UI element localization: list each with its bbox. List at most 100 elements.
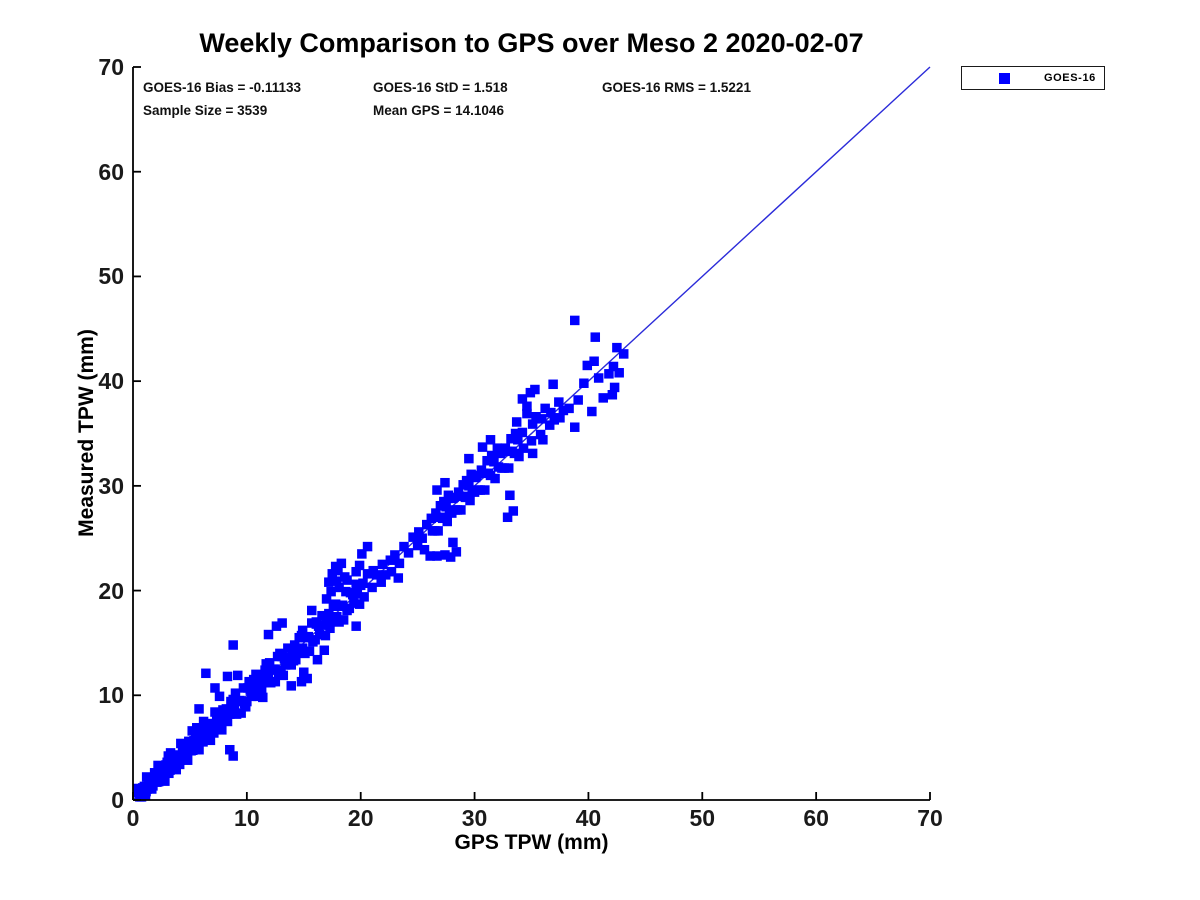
scatter-marker [393,573,404,583]
scatter-marker [570,422,580,432]
scatter-marker [426,513,437,524]
stat-rms: GOES-16 RMS = 1.5221 [602,80,751,95]
scatter-marker [477,442,488,452]
scatter-marker [228,751,238,761]
scatter-marker [244,676,254,687]
scatter-marker [445,552,456,562]
scatter-marker [554,397,564,407]
scatter-marker [359,592,369,602]
chart-title: Weekly Comparison to GPS over Meso 2 202… [199,28,864,58]
scatter-marker [549,415,560,425]
scatter-marker [527,448,538,459]
scatter-marker [256,685,267,695]
scatter-marker [195,728,205,739]
x-tick-label: 40 [575,805,602,831]
scatter-marker [225,744,235,755]
scatter-marker [242,696,252,707]
scatter-marker [517,427,528,438]
scatter-marker [482,455,492,466]
scatter-marker [546,407,556,418]
scatter-marker [296,676,307,687]
scatter-marker [325,623,335,634]
scatter-marker [228,640,238,650]
scatter-marker [332,576,342,586]
scatter-marker [451,547,462,557]
scatter-marker [538,435,548,445]
scatter-marker [492,443,503,453]
scatter-marker [464,453,474,464]
scatter-marker [432,485,442,495]
scatter-marker [367,582,377,593]
scatter-marker [394,558,405,569]
scatter-marker [252,691,262,702]
scatter-marker [614,368,624,378]
scatter-marker [432,551,442,561]
scatter-marker [612,342,622,353]
scatter-marker [175,755,186,765]
scatter-marker [314,629,325,640]
scatter-marker [278,670,289,681]
scatter-marker [210,707,220,717]
scatter-marker [214,691,225,702]
scatter-marker [609,382,620,393]
scatter-marker [362,541,373,552]
scatter-marker [558,405,569,416]
scatter-marker [182,755,193,765]
scatter-marker [570,315,580,326]
scatter-marker [198,716,209,727]
scatter-marker [250,684,260,694]
scatter-marker [506,433,516,444]
scatter-marker [303,631,314,642]
scatter-marker [222,671,233,682]
scatter-marker [513,435,523,445]
scatter-marker [531,411,541,422]
stat-std: GOES-16 StD = 1.518 [373,80,508,95]
scatter-marker [564,403,574,414]
scatter-marker [261,659,271,669]
scatter-marker [385,555,396,565]
y-tick-label: 10 [98,682,124,709]
y-tick-label: 30 [98,472,124,499]
scatter-marker [358,578,368,588]
scatter-marker [573,395,583,405]
scatter-marker [289,640,300,650]
scatter-marker [163,751,174,761]
legend-square-marker-icon [999,73,1010,84]
scatter-marker [192,722,202,733]
scatter-marker [579,378,589,388]
scatter-marker [337,600,348,610]
scatter-marker [351,566,361,577]
scatter-marker [419,544,430,555]
scatter-marker [417,533,427,543]
scatter-marker [352,588,363,599]
scatter-marker [527,419,538,429]
scatter-marker [502,512,513,523]
scatter-marker [153,760,163,771]
scatter-marker [338,615,349,625]
legend: GOES-16 [961,66,1105,90]
scatter-marker [192,739,203,750]
scatter-marker [258,692,268,703]
scatter-marker [354,599,365,609]
scatter-marker [448,537,458,548]
scatter-marker [161,760,171,770]
scatter-marker [334,582,344,593]
y-tick-label: 40 [98,368,124,395]
scatter-marker [439,496,449,507]
scatter-marker [240,702,251,712]
scatter-marker [598,393,608,403]
scatter-marker [604,369,614,379]
x-tick-label: 30 [461,805,488,831]
scatter-marker [412,540,423,551]
scatter-marker [505,490,515,501]
scatter-marker [456,505,466,515]
scatter-marker [178,744,188,754]
scatter-marker [210,683,220,693]
scatter-marker [399,541,409,552]
scatter-marker [480,485,490,495]
scatter-marker [357,549,367,559]
scatter-marker [440,550,450,560]
scatter-marker [299,667,309,677]
scatter-marker [158,771,168,781]
scatter-marker [332,612,342,622]
